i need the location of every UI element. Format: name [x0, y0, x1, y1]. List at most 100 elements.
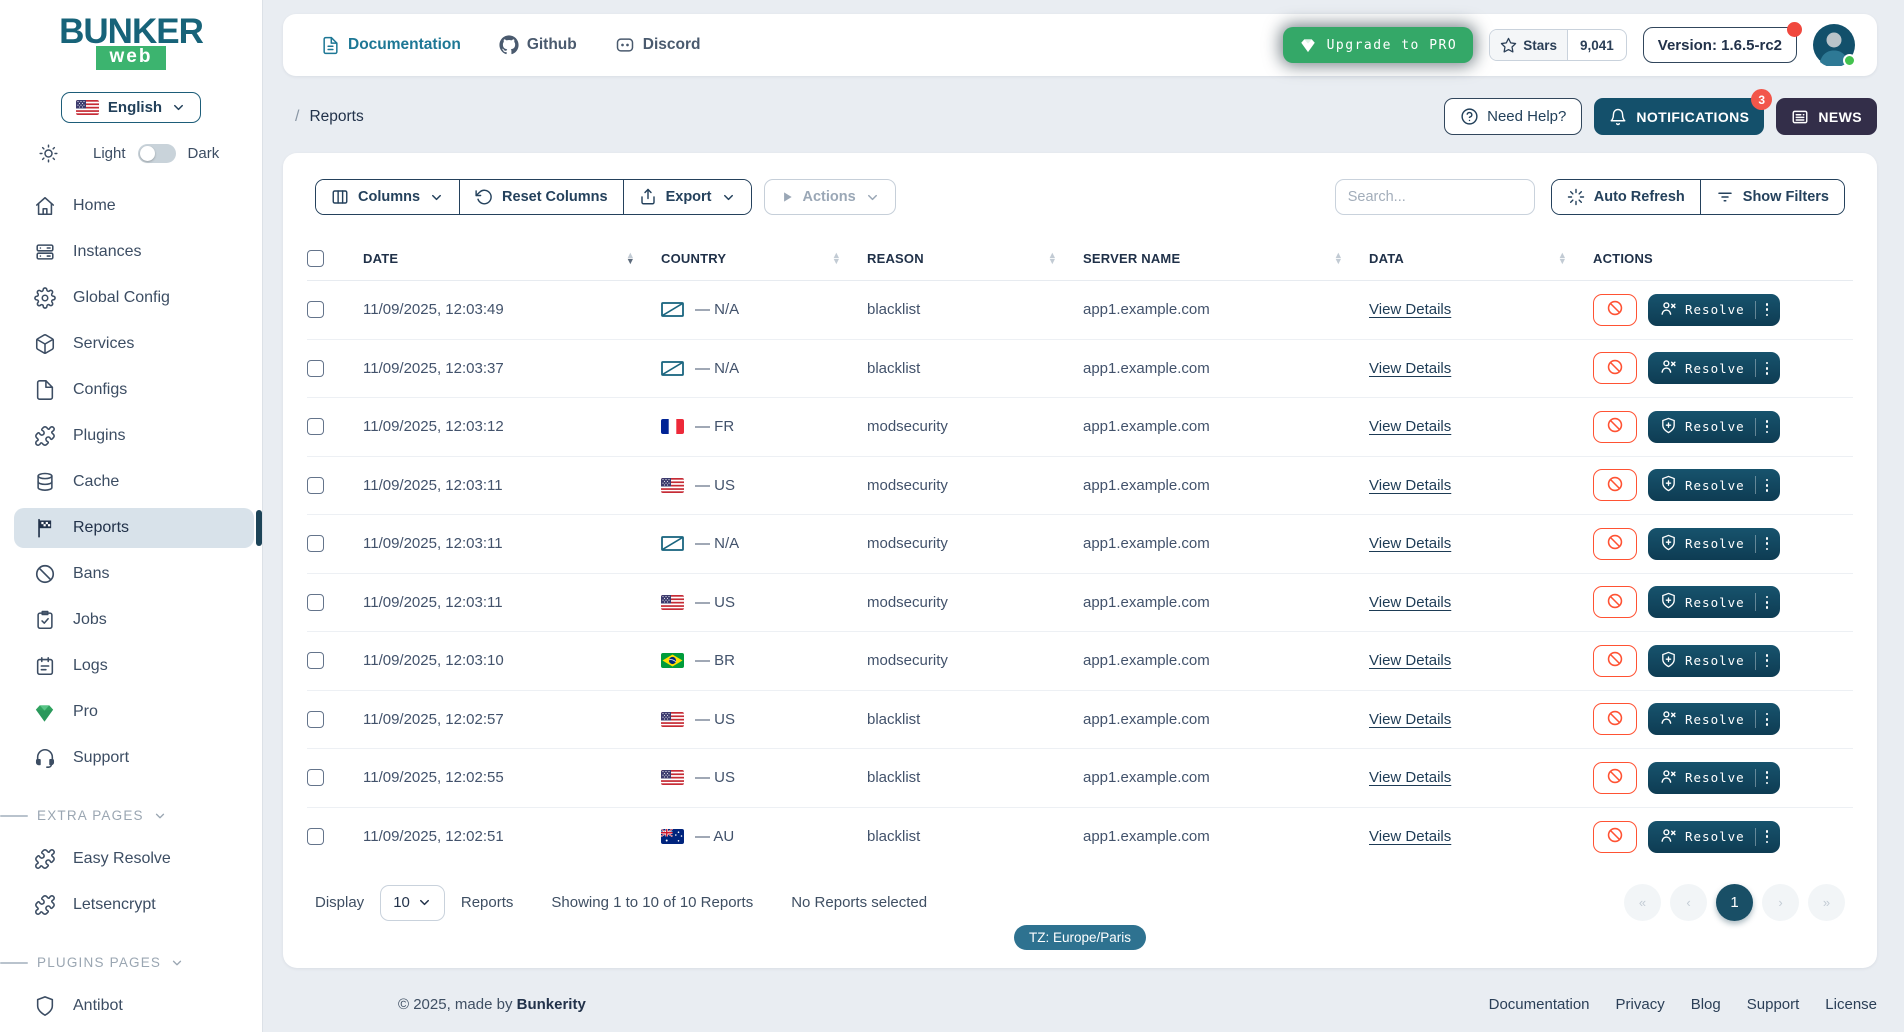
footer-link-license[interactable]: License [1825, 996, 1877, 1013]
ban-button[interactable] [1593, 644, 1637, 677]
ban-button[interactable] [1593, 410, 1637, 443]
upgrade-to-pro-button[interactable]: Upgrade to PRO [1282, 27, 1474, 63]
user-avatar[interactable] [1813, 24, 1856, 67]
page-button[interactable]: » [1808, 884, 1845, 921]
view-details-link[interactable]: View Details [1369, 418, 1452, 436]
more-options-icon[interactable] [1764, 537, 1771, 551]
resolve-button[interactable]: Resolve [1648, 293, 1781, 326]
news-button[interactable]: NEWS [1776, 98, 1877, 135]
sidebar-item-instances[interactable]: Instances [14, 232, 254, 272]
more-options-icon[interactable] [1764, 654, 1771, 668]
resolve-button[interactable]: Resolve [1648, 820, 1781, 853]
page-button[interactable]: ‹ [1670, 884, 1707, 921]
row-checkbox[interactable] [307, 828, 324, 846]
view-details-link[interactable]: View Details [1369, 535, 1452, 553]
github-stars-widget[interactable]: Stars 9,041 [1489, 29, 1627, 61]
footer-link-support[interactable]: Support [1746, 996, 1800, 1013]
more-options-icon[interactable] [1764, 361, 1771, 375]
ban-button[interactable] [1593, 820, 1637, 853]
row-checkbox[interactable] [307, 593, 324, 611]
row-checkbox[interactable] [307, 301, 324, 319]
need-help-button[interactable]: Need Help? [1444, 98, 1583, 135]
sidebar-item-logs[interactable]: Logs [14, 646, 254, 686]
reset-columns-button[interactable]: Reset Columns [460, 180, 624, 214]
page-size-select[interactable]: 10 [380, 884, 445, 921]
footer-link-privacy[interactable]: Privacy [1615, 996, 1665, 1013]
view-details-link[interactable]: View Details [1369, 828, 1452, 846]
sidebar-item-support[interactable]: Support [14, 738, 254, 778]
row-checkbox[interactable] [307, 535, 324, 553]
select-all-checkbox[interactable] [307, 250, 324, 267]
more-options-icon[interactable] [1764, 303, 1771, 317]
resolve-button[interactable]: Resolve [1648, 469, 1781, 502]
header-data[interactable]: DATA ▲ ▼ [1369, 250, 1567, 266]
view-details-link[interactable]: View Details [1369, 710, 1452, 728]
view-details-link[interactable]: View Details [1369, 301, 1452, 319]
resolve-button[interactable]: Resolve [1648, 761, 1781, 794]
ban-button[interactable] [1593, 761, 1637, 794]
search-input[interactable] [1334, 179, 1535, 215]
language-selector[interactable]: English [60, 92, 202, 123]
ban-button[interactable] [1593, 703, 1637, 736]
resolve-button[interactable]: Resolve [1648, 644, 1781, 677]
view-details-link[interactable]: View Details [1369, 652, 1452, 670]
columns-button[interactable]: Columns [316, 180, 461, 214]
row-checkbox[interactable] [307, 359, 324, 377]
auto-refresh-button[interactable]: Auto Refresh [1551, 180, 1701, 214]
view-details-link[interactable]: View Details [1369, 359, 1452, 377]
sidebar-item-services[interactable]: Services [14, 324, 254, 364]
more-options-icon[interactable] [1764, 712, 1771, 726]
page-button-current[interactable]: 1 [1716, 884, 1753, 921]
view-details-link[interactable]: View Details [1369, 593, 1452, 611]
ban-button[interactable] [1593, 527, 1637, 560]
row-checkbox[interactable] [307, 476, 324, 494]
row-checkbox[interactable] [307, 769, 324, 787]
sidebar-item-home[interactable]: Home [14, 186, 254, 226]
sidebar-item-pro[interactable]: Pro [14, 692, 254, 732]
sidebar-item-plugins[interactable]: Plugins [14, 416, 254, 456]
header-date[interactable]: DATE ▲ ▼ [363, 250, 635, 266]
row-checkbox[interactable] [307, 418, 324, 436]
export-button[interactable]: Export [623, 180, 751, 214]
sidebar-item-cache[interactable]: Cache [14, 462, 254, 502]
theme-toggle[interactable] [137, 144, 176, 163]
header-country[interactable]: COUNTRY ▲ ▼ [661, 250, 841, 266]
more-options-icon[interactable] [1764, 478, 1771, 492]
show-filters-button[interactable]: Show Filters [1700, 180, 1844, 214]
header-reason[interactable]: REASON ▲ ▼ [867, 250, 1057, 266]
row-checkbox[interactable] [307, 710, 324, 728]
row-checkbox[interactable] [307, 652, 324, 670]
ban-button[interactable] [1593, 293, 1637, 326]
discord-link[interactable]: Discord [615, 35, 700, 55]
resolve-button[interactable]: Resolve [1648, 410, 1781, 443]
sidebar-item-global-config[interactable]: Global Config [14, 278, 254, 318]
actions-button[interactable]: Actions [763, 179, 896, 215]
ban-button[interactable] [1593, 586, 1637, 619]
header-server-name[interactable]: SERVER NAME ▲ ▼ [1083, 250, 1343, 266]
resolve-button[interactable]: Resolve [1648, 703, 1781, 736]
view-details-link[interactable]: View Details [1369, 476, 1452, 494]
page-button[interactable]: « [1624, 884, 1661, 921]
more-options-icon[interactable] [1764, 771, 1771, 785]
documentation-link[interactable]: Documentation [321, 36, 461, 55]
footer-link-documentation[interactable]: Documentation [1488, 996, 1590, 1013]
view-details-link[interactable]: View Details [1369, 769, 1452, 787]
sidebar-item-configs[interactable]: Configs [14, 370, 254, 410]
ban-button[interactable] [1593, 469, 1637, 502]
sidebar-item-letsencrypt[interactable]: Letsencrypt [14, 885, 254, 925]
bunkerweb-logo[interactable]: BUNKER web [0, 14, 262, 70]
more-options-icon[interactable] [1764, 420, 1771, 434]
footer-link-blog[interactable]: Blog [1690, 996, 1721, 1013]
resolve-button[interactable]: Resolve [1648, 527, 1781, 560]
more-options-icon[interactable] [1764, 595, 1771, 609]
bunkerity-link[interactable]: Bunkerity [516, 996, 586, 1013]
sidebar-item-easy-resolve[interactable]: Easy Resolve [14, 839, 254, 879]
more-options-icon[interactable] [1764, 830, 1771, 844]
sidebar-section-extra-pages[interactable]: EXTRA PAGES [0, 808, 254, 823]
sidebar-item-bans[interactable]: Bans [14, 554, 254, 594]
version-pill[interactable]: Version: 1.6.5-rc2 [1642, 22, 1802, 63]
sidebar-section-plugins-pages[interactable]: PLUGINS PAGES [0, 955, 254, 970]
resolve-button[interactable]: Resolve [1648, 586, 1781, 619]
page-button[interactable]: › [1762, 884, 1799, 921]
sidebar-item-reports[interactable]: Reports [14, 508, 262, 548]
